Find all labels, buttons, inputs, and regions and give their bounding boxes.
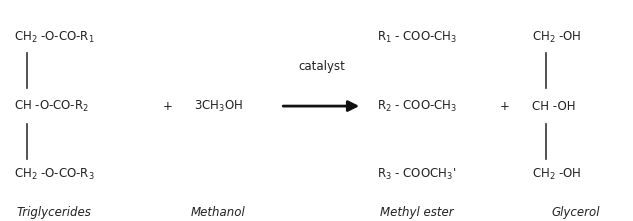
Text: CH -O-CO-R$_2$: CH -O-CO-R$_2$ — [14, 99, 89, 114]
Text: CH$_2$ -OH: CH$_2$ -OH — [532, 30, 581, 45]
Text: Methanol: Methanol — [191, 206, 246, 219]
Text: Methyl ester: Methyl ester — [380, 206, 453, 219]
Text: Triglycerides: Triglycerides — [16, 206, 91, 219]
Text: R$_3$ - COOCH$_3$': R$_3$ - COOCH$_3$' — [377, 167, 456, 182]
Text: CH$_2$ -O-CO-R$_1$: CH$_2$ -O-CO-R$_1$ — [14, 30, 94, 45]
Text: catalyst: catalyst — [298, 60, 345, 73]
Text: CH$_2$ -O-CO-R$_3$: CH$_2$ -O-CO-R$_3$ — [14, 167, 95, 182]
Text: 3CH$_3$OH: 3CH$_3$OH — [194, 99, 243, 114]
Text: +: + — [163, 100, 173, 112]
Text: CH$_2$ -OH: CH$_2$ -OH — [532, 167, 581, 182]
Text: Glycerol: Glycerol — [552, 206, 600, 219]
Text: +: + — [500, 100, 510, 112]
Text: R$_1$ - COO-CH$_3$: R$_1$ - COO-CH$_3$ — [377, 30, 457, 45]
Text: R$_2$ - COO-CH$_3$: R$_2$ - COO-CH$_3$ — [377, 99, 457, 114]
Text: CH -OH: CH -OH — [532, 100, 575, 112]
